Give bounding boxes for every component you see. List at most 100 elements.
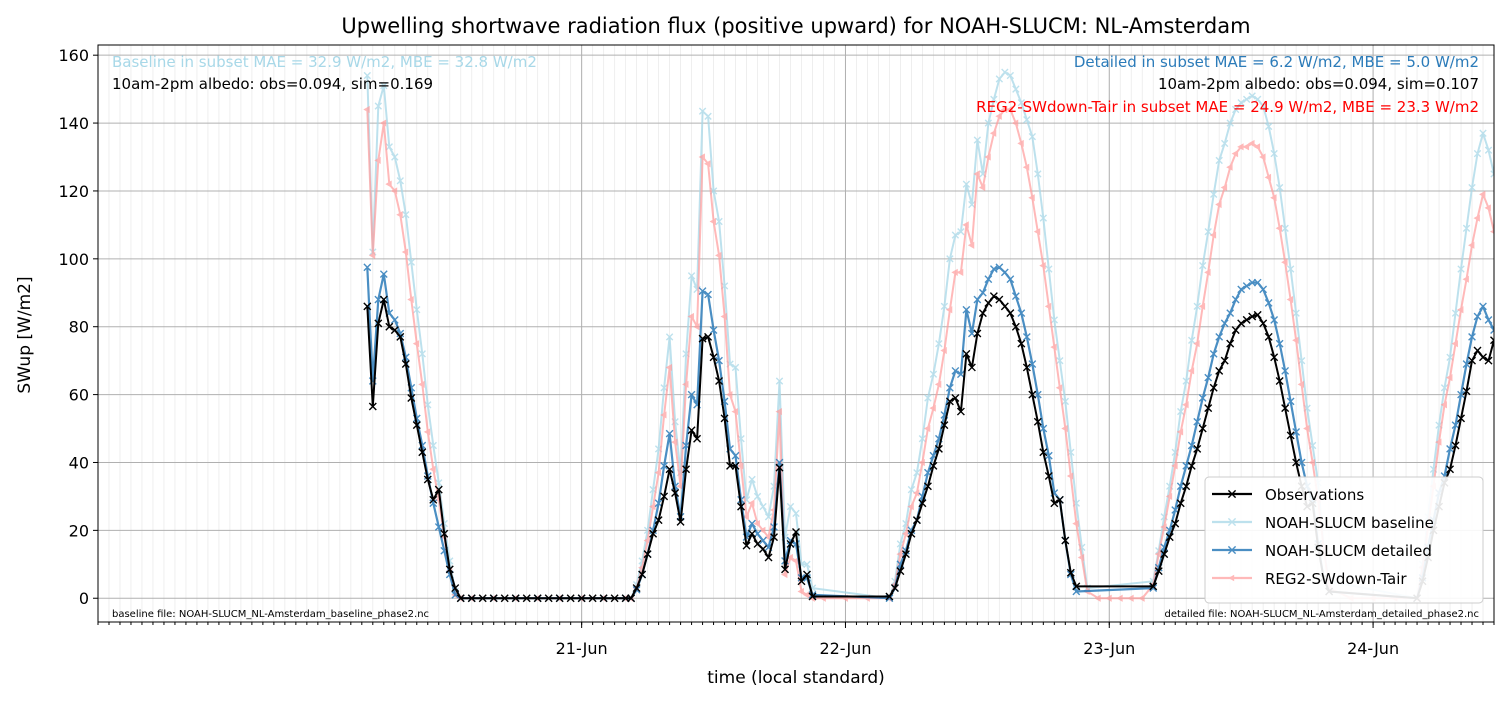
data-point xyxy=(390,326,399,335)
data-point xyxy=(1490,326,1494,335)
data-point xyxy=(731,451,740,460)
data-point xyxy=(1286,265,1295,273)
data-point xyxy=(374,319,383,328)
data-point xyxy=(786,502,795,511)
data-point xyxy=(687,272,696,280)
data-point xyxy=(1468,356,1477,365)
y-tick-label: 20 xyxy=(69,521,89,540)
data-point xyxy=(1006,71,1015,80)
data-point xyxy=(764,553,773,562)
data-point xyxy=(511,594,520,603)
data-point xyxy=(1292,336,1299,344)
data-point xyxy=(951,268,958,277)
data-point xyxy=(1171,462,1178,470)
data-point xyxy=(1451,441,1460,450)
data-point xyxy=(940,421,949,430)
data-point xyxy=(676,517,685,526)
data-point xyxy=(1264,122,1273,131)
data-point xyxy=(720,312,727,321)
baseline-file-annotation: baseline file: NOAH-SLUCM_NL-Amsterdam_b… xyxy=(112,609,429,620)
data-point xyxy=(429,495,438,504)
y-axis-label: SWup [W/m2] xyxy=(15,276,35,393)
data-point xyxy=(962,180,971,188)
x-tick-label: 23-Jun xyxy=(1083,639,1135,658)
data-point xyxy=(649,529,658,538)
data-point xyxy=(1001,68,1009,76)
data-point xyxy=(1231,150,1239,158)
data-point xyxy=(1446,445,1454,453)
data-point xyxy=(693,434,702,443)
data-point xyxy=(638,570,647,579)
data-point xyxy=(1160,523,1167,531)
data-point xyxy=(1264,332,1273,341)
data-point xyxy=(913,468,921,477)
data-point xyxy=(1160,550,1169,559)
data-point xyxy=(1490,170,1494,178)
data-point xyxy=(737,462,744,470)
data-point xyxy=(1188,336,1196,344)
data-point xyxy=(1446,465,1455,474)
baseline-stats-annotation: Baseline in subset MAE = 32.9 W/m2, MBE … xyxy=(112,53,537,71)
data-point xyxy=(1479,302,1487,311)
data-point xyxy=(1496,137,1502,143)
data-point xyxy=(1259,153,1266,161)
data-point xyxy=(687,312,694,321)
data-point xyxy=(1187,441,1196,450)
y-tick-label: 0 xyxy=(79,589,89,608)
data-point xyxy=(1270,194,1277,202)
data-point xyxy=(1204,373,1213,382)
data-point xyxy=(792,557,799,565)
data-point xyxy=(380,82,388,90)
data-point xyxy=(385,322,394,331)
data-point xyxy=(781,565,790,574)
data-point xyxy=(1023,115,1031,124)
y-tick-label: 60 xyxy=(69,386,89,405)
data-point xyxy=(418,448,427,457)
data-point xyxy=(1237,285,1246,294)
data-point xyxy=(1044,472,1053,481)
data-point xyxy=(687,390,696,399)
data-point xyxy=(363,105,370,114)
data-point xyxy=(957,227,965,236)
data-point xyxy=(967,241,975,249)
data-point xyxy=(1264,173,1272,181)
y-tick-label: 140 xyxy=(58,114,89,133)
data-point xyxy=(945,383,954,392)
data-point xyxy=(1468,332,1476,341)
data-point xyxy=(973,170,980,178)
data-point xyxy=(374,156,381,164)
data-point xyxy=(956,268,964,277)
data-point xyxy=(1176,428,1184,436)
data-point xyxy=(412,340,420,348)
data-point xyxy=(1198,302,1206,310)
data-point xyxy=(923,424,931,433)
data-point xyxy=(1215,366,1224,375)
data-point xyxy=(764,513,773,521)
data-point xyxy=(786,553,793,562)
data-point xyxy=(1187,461,1196,470)
data-point xyxy=(770,533,779,542)
data-point xyxy=(759,545,768,554)
data-point xyxy=(632,584,641,593)
data-point xyxy=(682,465,691,474)
detailed-file-annotation: detailed file: NOAH-SLUCM_NL-Amsterdam_d… xyxy=(1165,609,1480,620)
data-point xyxy=(1034,170,1042,178)
data-point xyxy=(1468,241,1475,249)
data-point xyxy=(918,458,925,467)
data-point xyxy=(1226,309,1235,318)
legend-swatch xyxy=(1212,517,1252,527)
legend: Observations NOAH-SLUCM baseline NOAH-SLUC… xyxy=(1204,476,1484,604)
data-point xyxy=(1171,519,1180,528)
data-point xyxy=(748,475,756,484)
data-point xyxy=(1253,95,1262,104)
data-point xyxy=(391,153,399,161)
data-point xyxy=(956,407,965,416)
data-point xyxy=(1253,310,1262,319)
data-point xyxy=(1165,492,1173,501)
data-point xyxy=(1061,397,1070,406)
data-point xyxy=(418,380,425,389)
data-point xyxy=(429,499,438,508)
data-point xyxy=(1017,339,1026,348)
data-point xyxy=(1275,183,1284,192)
data-point xyxy=(500,594,509,603)
